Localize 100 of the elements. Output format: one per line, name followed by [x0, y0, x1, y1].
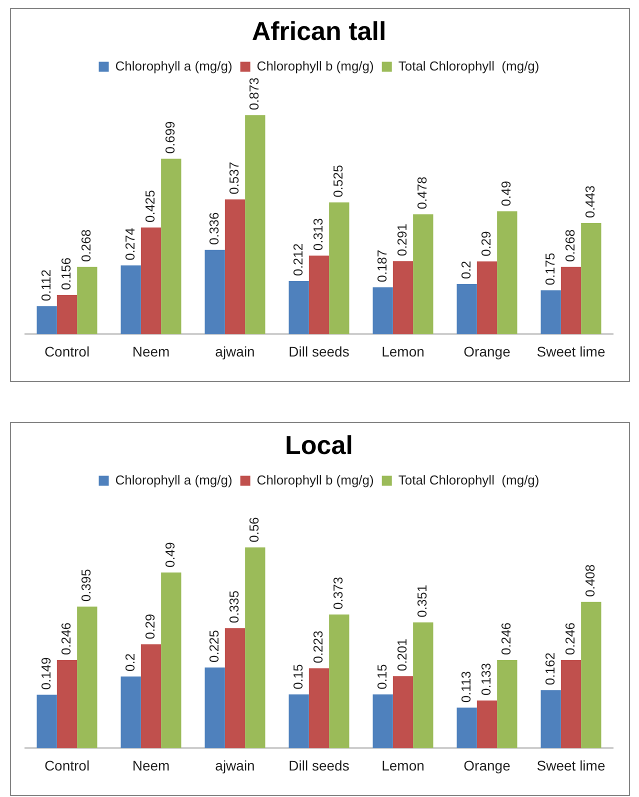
bar — [456, 708, 477, 748]
data-label: 0.408 — [582, 564, 598, 597]
bar — [120, 676, 141, 748]
x-tick-label: Neem — [132, 343, 170, 360]
data-label: 0.335 — [226, 590, 242, 624]
bar — [560, 660, 582, 748]
legend-label: Total Chlorophyll (mg/g) — [398, 58, 540, 74]
bar — [140, 644, 162, 748]
bar — [161, 572, 182, 748]
data-label: 0.351 — [414, 584, 430, 618]
bar — [77, 606, 98, 748]
bar — [288, 280, 309, 334]
bar — [204, 250, 225, 334]
bar — [497, 660, 518, 748]
x-tick-label: Control — [44, 757, 90, 774]
x-tick-label: Dill seeds — [288, 757, 350, 774]
bar — [476, 261, 498, 334]
data-label: 0.29 — [142, 614, 158, 640]
bar — [36, 694, 57, 748]
legend-label: Chlorophyll b (mg/g) — [256, 472, 374, 488]
data-label: 0.525 — [330, 164, 346, 198]
data-label: 0.537 — [226, 162, 242, 194]
data-label: 0.336 — [206, 212, 222, 245]
data-label: 0.268 — [562, 229, 578, 262]
bar — [224, 199, 246, 334]
data-label: 0.2 — [122, 653, 138, 672]
data-label: 0.246 — [58, 622, 74, 655]
x-tick-label: Dill seeds — [288, 343, 350, 360]
data-label: 0.156 — [58, 257, 74, 290]
data-label: 0.162 — [542, 652, 558, 686]
x-tick-label: ajwain — [215, 343, 255, 360]
bar — [581, 602, 602, 748]
bar — [497, 211, 518, 334]
bar — [329, 202, 350, 334]
bar — [329, 614, 350, 748]
legend-label: Total Chlorophyll (mg/g) — [398, 472, 540, 488]
data-label: 0.112 — [38, 270, 54, 302]
bar — [56, 295, 78, 334]
chart-title: Local — [285, 430, 353, 460]
bar — [161, 158, 182, 334]
data-label: 0.49 — [498, 180, 514, 206]
data-label: 0.425 — [142, 190, 158, 223]
data-label: 0.212 — [290, 243, 306, 276]
data-label: 0.56 — [246, 517, 262, 542]
data-label: 0.395 — [78, 569, 94, 602]
data-label: 0.873 — [246, 78, 262, 110]
bar — [540, 290, 561, 334]
data-label: 0.274 — [122, 228, 138, 260]
bar — [540, 690, 561, 748]
data-label: 0.175 — [542, 252, 558, 286]
data-label: 0.113 — [458, 671, 474, 703]
bar — [372, 287, 393, 334]
bar — [413, 622, 434, 748]
data-label: 0.246 — [562, 622, 578, 655]
x-tick-label: Lemon — [382, 343, 424, 360]
chart-title: African tall — [252, 16, 386, 46]
bar — [140, 228, 162, 334]
data-label: 0.149 — [38, 657, 54, 690]
data-label: 0.225 — [206, 630, 222, 663]
data-label: 0.699 — [162, 121, 178, 154]
bar — [36, 306, 57, 334]
bar — [288, 694, 309, 748]
bar — [392, 676, 414, 748]
x-tick-label: Orange — [464, 343, 511, 360]
data-label: 0.291 — [394, 224, 410, 256]
legend-label: Chlorophyll a (mg/g) — [115, 472, 232, 488]
bar — [413, 214, 434, 334]
data-label: 0.187 — [374, 250, 390, 282]
bar — [204, 668, 225, 748]
data-label: 0.443 — [582, 185, 598, 218]
bar — [245, 115, 266, 334]
bar — [392, 261, 414, 334]
data-label: 0.313 — [310, 218, 326, 251]
x-tick-label: Control — [44, 343, 90, 360]
bar — [224, 628, 246, 748]
data-label: 0.2 — [458, 260, 474, 279]
bar — [456, 284, 477, 334]
data-label: 0.268 — [78, 229, 94, 262]
legend-label: Chlorophyll b (mg/g) — [256, 58, 374, 74]
bar — [476, 700, 498, 748]
x-tick-label: Lemon — [382, 757, 424, 774]
data-label: 0.478 — [414, 176, 430, 210]
data-label: 0.15 — [290, 664, 306, 690]
data-label: 0.49 — [162, 542, 178, 568]
data-label: 0.15 — [374, 664, 390, 690]
bar — [581, 223, 602, 334]
bar — [560, 266, 582, 334]
data-label: 0.29 — [478, 231, 494, 256]
bar — [245, 547, 266, 748]
x-tick-label: ajwain — [215, 757, 255, 774]
x-tick-label: Sweet lime — [536, 757, 606, 774]
x-tick-label: Neem — [132, 757, 170, 774]
data-label: 0.223 — [310, 630, 326, 664]
x-tick-label: Sweet lime — [536, 343, 606, 360]
bar — [77, 266, 98, 334]
data-label: 0.246 — [498, 622, 514, 655]
legend-label: Chlorophyll a (mg/g) — [115, 58, 232, 74]
data-label: 0.201 — [394, 638, 410, 672]
data-label: 0.133 — [478, 662, 494, 696]
data-label: 0.373 — [330, 576, 346, 610]
